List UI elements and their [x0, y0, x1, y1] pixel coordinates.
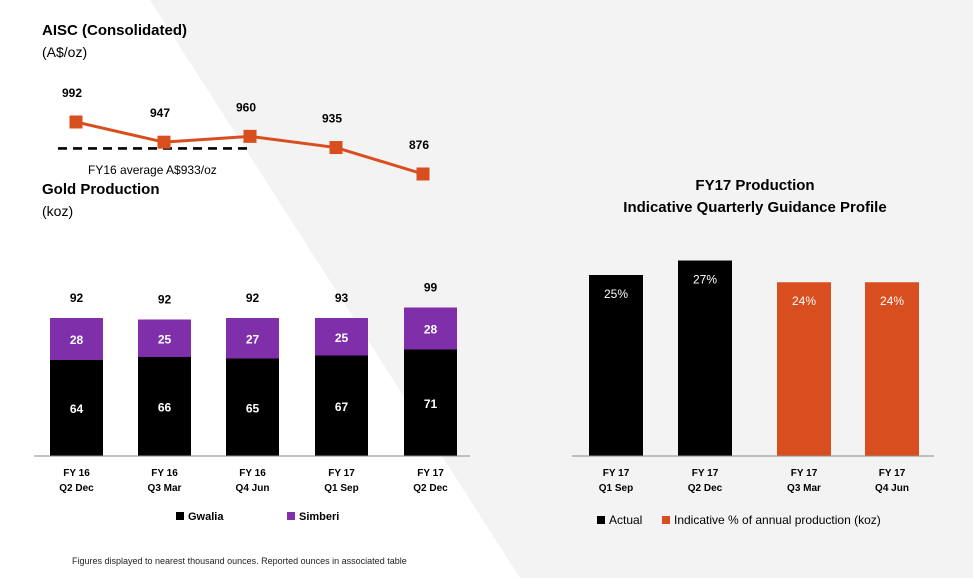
x-tick-label-line2: Q3 Mar	[148, 483, 182, 494]
total-value-label: 99	[424, 281, 438, 295]
simberi-bar	[315, 318, 368, 356]
simberi-value-label: 25	[158, 332, 172, 346]
simberi-value-label: 28	[424, 323, 438, 337]
x-tick-label-line1: FY 17	[417, 468, 444, 479]
guidance-value-label: 25%	[604, 287, 628, 301]
total-value-label: 92	[70, 291, 84, 305]
guidance-value-label: 24%	[792, 294, 816, 308]
gold-production-title: Gold Production	[42, 181, 160, 198]
simberi-bar	[50, 318, 103, 360]
x-tick-label-line2: Q4 Jun	[875, 483, 909, 494]
x-tick-label-line1: FY 16	[63, 468, 90, 479]
guidance-bar	[589, 275, 643, 456]
total-value-label: 92	[246, 291, 260, 305]
legend-swatch-indicative	[662, 516, 670, 524]
gwalia-bar	[50, 360, 103, 456]
x-tick-label-line1: FY 17	[692, 468, 719, 479]
gwalia-bar	[404, 349, 457, 456]
simberi-value-label: 25	[335, 331, 349, 345]
legend-label-indicative: Indicative % of annual production (koz)	[674, 513, 881, 527]
aisc-value-label: 947	[150, 106, 170, 120]
aisc-title: AISC (Consolidated)	[42, 22, 187, 39]
aisc-marker	[157, 135, 171, 149]
gwalia-bar	[315, 355, 368, 456]
x-tick-label-line2: Q2 Dec	[688, 483, 723, 494]
x-tick-label-line1: FY 17	[328, 468, 355, 479]
x-tick-label-line2: Q1 Sep	[324, 483, 358, 494]
legend-swatch-gwalia	[176, 512, 184, 520]
gold-production-chart: 64 28 92 FY 16 Q2 Dec 66 25 92 FY 16 Q3 Mar 65 27 92…	[34, 281, 470, 523]
simberi-value-label: 27	[246, 332, 260, 346]
guidance-value-label: 27%	[693, 273, 717, 287]
guidance-profile-chart: 25% FY 17 Q1 Sep 27% FY 17 Q2 Dec 24% FY 17 Q3 M…	[572, 260, 934, 527]
gold-production-unit-label: (koz)	[42, 203, 74, 219]
x-tick-label-line2: Q2 Dec	[413, 483, 448, 494]
simberi-value-label: 28	[70, 333, 84, 347]
legend-label-actual: Actual	[609, 513, 642, 527]
guidance-bar	[865, 282, 919, 456]
legend-label-gwalia: Gwalia	[188, 511, 224, 523]
x-tick-label-line2: Q3 Mar	[787, 483, 821, 494]
legend-label-simberi: Simberi	[299, 511, 339, 523]
legend-swatch-actual	[597, 516, 605, 524]
aisc-marker	[243, 129, 257, 143]
footnote: Figures displayed to nearest thousand ou…	[72, 556, 407, 566]
simberi-bar	[404, 307, 457, 350]
gwalia-value-label: 71	[424, 397, 438, 411]
guidance-value-label: 24%	[880, 294, 904, 308]
gwalia-value-label: 66	[158, 401, 172, 415]
background-diagonal-shade	[150, 0, 973, 578]
aisc-line-chart: FY16 average A$933/oz 992 947 960 935 876	[58, 86, 430, 181]
gwalia-value-label: 65	[246, 401, 260, 415]
total-value-label: 92	[158, 293, 172, 307]
gwalia-value-label: 64	[70, 402, 84, 416]
gwalia-bar	[226, 358, 279, 456]
aisc-unit-label: (A$/oz)	[42, 44, 88, 60]
x-tick-label-line1: FY 16	[151, 468, 178, 479]
simberi-bar	[138, 319, 191, 357]
x-tick-label-line1: FY 16	[239, 468, 266, 479]
x-tick-label-line1: FY 17	[791, 468, 818, 479]
x-tick-label-line2: Q2 Dec	[59, 483, 94, 494]
x-tick-label-line1: FY 17	[603, 468, 630, 479]
guidance-subtitle: Indicative Quarterly Guidance Profile	[623, 199, 887, 216]
gwalia-bar	[138, 357, 191, 456]
aisc-value-label: 935	[322, 112, 342, 126]
aisc-value-label: 876	[409, 138, 429, 152]
simberi-bar	[226, 318, 279, 359]
aisc-value-label: 992	[62, 86, 82, 100]
total-value-label: 93	[335, 291, 349, 305]
x-tick-label-line2: Q1 Sep	[599, 483, 633, 494]
x-tick-label-line1: FY 17	[879, 468, 906, 479]
aisc-marker	[329, 141, 343, 155]
legend-swatch-simberi	[287, 512, 295, 520]
aisc-marker	[69, 115, 83, 129]
x-tick-label-line2: Q4 Jun	[236, 483, 270, 494]
guidance-bar	[678, 260, 732, 456]
aisc-value-label: 960	[236, 100, 256, 114]
guidance-title: FY17 Production	[695, 177, 815, 194]
gwalia-value-label: 67	[335, 400, 349, 414]
aisc-marker	[416, 167, 430, 181]
aisc-reference-label: FY16 average A$933/oz	[88, 163, 217, 177]
guidance-bar	[777, 282, 831, 456]
